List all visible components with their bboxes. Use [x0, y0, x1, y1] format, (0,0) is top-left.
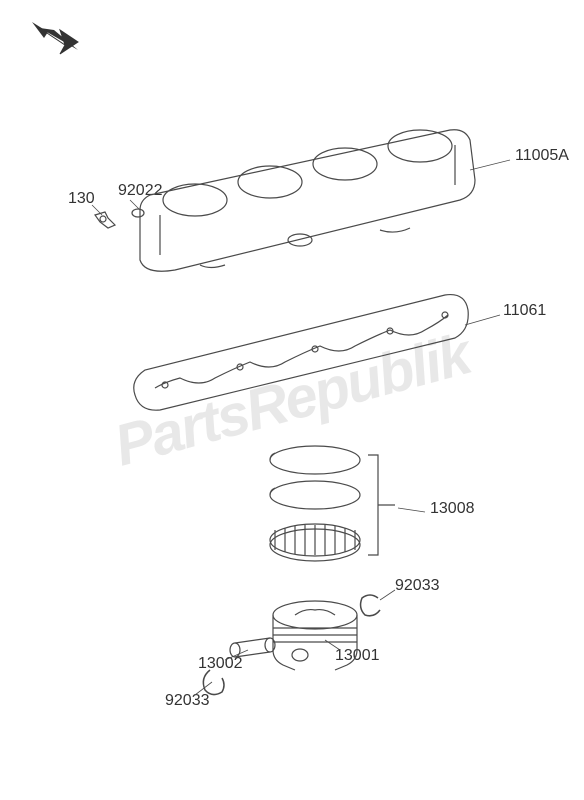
washer-part	[132, 209, 144, 217]
cylinder-block-part	[140, 130, 475, 272]
circlip-left-part	[203, 670, 224, 695]
piston-part	[273, 601, 357, 670]
circlip-right-part	[361, 595, 380, 616]
gasket-part	[134, 295, 468, 411]
callout-lines	[92, 160, 510, 695]
piston-rings-part	[270, 446, 395, 561]
piston-pin-part	[230, 638, 275, 657]
bolt-part	[95, 212, 115, 228]
parts-diagram	[0, 0, 584, 800]
